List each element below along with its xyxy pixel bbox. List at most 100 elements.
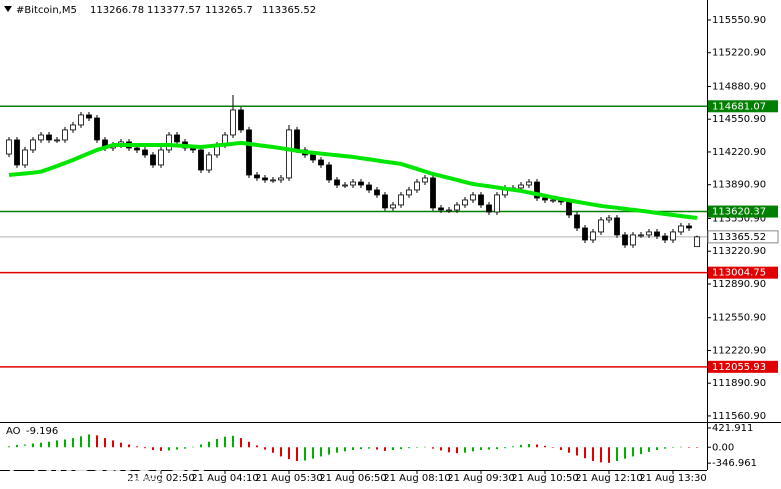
- ao-bar: [304, 447, 306, 461]
- header-high: 113377.57: [147, 5, 201, 16]
- ao-bar: [192, 446, 194, 448]
- ao-bar: [336, 447, 338, 453]
- candle-body: [94, 117, 100, 141]
- ao-bar: [416, 447, 418, 448]
- x-tick-label: 21 Aug 12:10: [575, 473, 642, 484]
- ao-bar: [120, 442, 122, 448]
- ao-bar: [504, 447, 506, 449]
- candle-body: [390, 204, 396, 209]
- candle-body: [638, 234, 644, 237]
- ao-bar: [600, 447, 602, 463]
- ao-bar: [528, 444, 530, 448]
- ao-bar: [408, 447, 410, 449]
- ao-bar: [400, 447, 402, 450]
- ao-bar: [664, 447, 666, 449]
- ao-bar: [56, 440, 58, 448]
- candle-body: [78, 114, 84, 126]
- candle-body: [166, 134, 172, 151]
- y-tick-label: 112890.90: [712, 279, 766, 290]
- ao-bar: [680, 446, 682, 448]
- ao-bar: [592, 447, 594, 461]
- ao-bar: [208, 441, 210, 448]
- candle-body: [670, 231, 676, 241]
- y-tick-label: 112550.90: [712, 313, 766, 324]
- header-open: 113266.78: [90, 5, 144, 16]
- candle-body: [470, 194, 476, 201]
- candle-body: [518, 184, 524, 189]
- ao-bar: [48, 441, 50, 448]
- candle-body: [318, 159, 324, 166]
- candle-body: [590, 231, 596, 241]
- ao-bar: [520, 444, 522, 448]
- candle-body: [646, 231, 652, 236]
- candle-body: [230, 109, 236, 136]
- ao-bar: [424, 446, 426, 448]
- watermark-brand: instaforex: [44, 445, 205, 478]
- ao-bar: [232, 435, 234, 448]
- x-tick-label: 21 Aug 06:50: [319, 473, 386, 484]
- ao-bar: [72, 438, 74, 448]
- ao-bar: [8, 446, 10, 448]
- candle-body: [486, 204, 492, 213]
- ao-bar: [296, 447, 298, 461]
- candle-body: [150, 154, 156, 166]
- candle-body: [566, 201, 572, 216]
- candle-body: [38, 134, 44, 141]
- ao-bar: [88, 434, 90, 448]
- candle-body: [694, 236, 700, 248]
- candle-body: [630, 234, 636, 246]
- ao-bar: [176, 447, 178, 450]
- candle-body: [606, 217, 612, 221]
- level-label-box: [708, 360, 778, 373]
- candle-body: [262, 177, 268, 181]
- level-label: 113620.37: [712, 207, 766, 218]
- ao-bar: [392, 447, 394, 450]
- ao-bar: [464, 447, 466, 453]
- candle-body: [46, 134, 52, 141]
- candle-body: [70, 124, 76, 131]
- ao-bar: [368, 447, 370, 449]
- y-tick-label: 115220.90: [712, 48, 766, 59]
- ao-bar: [312, 447, 314, 459]
- level-label: 112055.93: [712, 362, 766, 373]
- candle-body: [14, 139, 20, 166]
- candle-body: [86, 114, 92, 119]
- candle-body: [542, 197, 548, 201]
- candle-body: [246, 129, 252, 176]
- candle-body: [454, 204, 460, 211]
- candle-body: [54, 139, 60, 142]
- candle-body: [494, 194, 500, 213]
- candle-body: [478, 194, 484, 206]
- ao-bar: [128, 444, 130, 448]
- ao-bar: [32, 443, 34, 448]
- candle-body: [430, 177, 436, 209]
- price-label: 113365.52: [712, 232, 766, 243]
- ao-bar: [320, 447, 322, 457]
- ao-bar: [544, 445, 546, 448]
- ao-bar: [272, 447, 274, 453]
- candle-body: [686, 225, 692, 229]
- y-tick-label: 111890.90: [712, 378, 766, 389]
- candle-body: [142, 149, 148, 156]
- ao-bar: [280, 447, 282, 457]
- candle-body: [30, 139, 36, 151]
- candle-body: [526, 181, 532, 186]
- ao-bar: [200, 444, 202, 448]
- ao-bar: [512, 446, 514, 448]
- candle-body: [342, 184, 348, 187]
- candle-body: [662, 235, 668, 241]
- ao-bar: [240, 438, 242, 448]
- ao-bar: [256, 445, 258, 448]
- candle-body: [62, 129, 68, 141]
- y-tick-label: 113890.90: [712, 180, 766, 191]
- candle-body: [278, 177, 284, 181]
- header-arrow: [4, 6, 12, 12]
- candle-body: [550, 199, 556, 202]
- ao-bar: [640, 447, 642, 455]
- ao-bar: [536, 444, 538, 448]
- candle-body: [334, 179, 340, 186]
- x-tick-label: 21 Aug 09:30: [447, 473, 514, 484]
- candle-body: [422, 177, 428, 183]
- candle-body: [238, 109, 244, 131]
